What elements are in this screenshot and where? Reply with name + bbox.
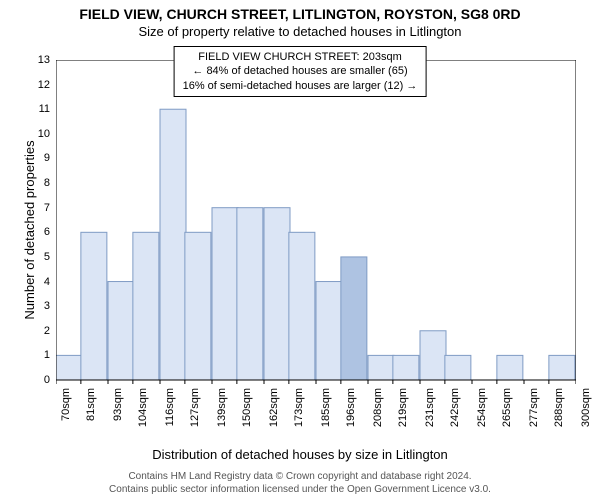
x-tick: 196sqm (345, 388, 357, 436)
annotation-box: FIELD VIEW CHURCH STREET: 203sqm ← 84% o… (174, 46, 427, 97)
y-tick: 8 (30, 177, 50, 189)
bar (237, 208, 263, 380)
x-tick: 288sqm (553, 388, 565, 436)
x-tick: 300sqm (580, 388, 592, 436)
footer-line1: Contains HM Land Registry data © Crown c… (0, 471, 600, 484)
chart-subtitle: Size of property relative to detached ho… (0, 24, 600, 39)
annotation-line3: 16% of semi-detached houses are larger (… (183, 79, 418, 93)
y-tick: 12 (30, 79, 50, 91)
x-tick: 70sqm (60, 388, 72, 436)
bar (133, 232, 159, 380)
y-tick: 4 (30, 276, 50, 288)
x-tick: 242sqm (449, 388, 461, 436)
x-tick: 162sqm (268, 388, 280, 436)
footer-text: Contains HM Land Registry data © Crown c… (0, 471, 600, 496)
bar (264, 208, 290, 380)
x-tick: 219sqm (397, 388, 409, 436)
y-tick: 3 (30, 300, 50, 312)
histogram-svg (56, 60, 576, 388)
bar (185, 232, 211, 380)
y-tick: 2 (30, 325, 50, 337)
bar (368, 355, 394, 380)
chart-title: FIELD VIEW, CHURCH STREET, LITLINGTON, R… (0, 6, 600, 22)
bar (316, 282, 342, 380)
bar (81, 232, 107, 380)
x-tick: 277sqm (528, 388, 540, 436)
y-tick: 7 (30, 202, 50, 214)
bar (445, 355, 471, 380)
y-tick: 6 (30, 226, 50, 238)
y-tick: 0 (30, 374, 50, 386)
x-tick: 254sqm (476, 388, 488, 436)
bar (549, 355, 575, 380)
x-tick: 185sqm (320, 388, 332, 436)
x-tick: 265sqm (501, 388, 513, 436)
annotation-line1: FIELD VIEW CHURCH STREET: 203sqm (183, 50, 418, 64)
x-tick: 81sqm (85, 388, 97, 436)
plot-area (56, 60, 576, 393)
y-tick: 5 (30, 251, 50, 263)
y-tick: 11 (30, 103, 50, 115)
y-tick: 1 (30, 349, 50, 361)
x-tick: 139sqm (216, 388, 228, 436)
bar (289, 232, 315, 380)
x-tick: 93sqm (112, 388, 124, 436)
bar (56, 355, 82, 380)
bar (160, 109, 186, 380)
highlight-bar (341, 257, 367, 380)
y-tick: 13 (30, 54, 50, 66)
y-tick: 10 (30, 128, 50, 140)
x-tick: 150sqm (241, 388, 253, 436)
x-axis-label: Distribution of detached houses by size … (0, 447, 600, 462)
y-tick: 9 (30, 152, 50, 164)
annotation-line2: ← 84% of detached houses are smaller (65… (183, 64, 418, 78)
bar (393, 355, 419, 380)
footer-line2: Contains public sector information licen… (0, 484, 600, 497)
x-tick: 116sqm (164, 388, 176, 436)
bar (212, 208, 238, 380)
x-tick: 127sqm (189, 388, 201, 436)
bar (420, 331, 446, 380)
bar (108, 282, 134, 380)
x-tick: 208sqm (372, 388, 384, 436)
x-tick: 231sqm (424, 388, 436, 436)
x-tick: 104sqm (137, 388, 149, 436)
bar (497, 355, 523, 380)
x-tick: 173sqm (293, 388, 305, 436)
